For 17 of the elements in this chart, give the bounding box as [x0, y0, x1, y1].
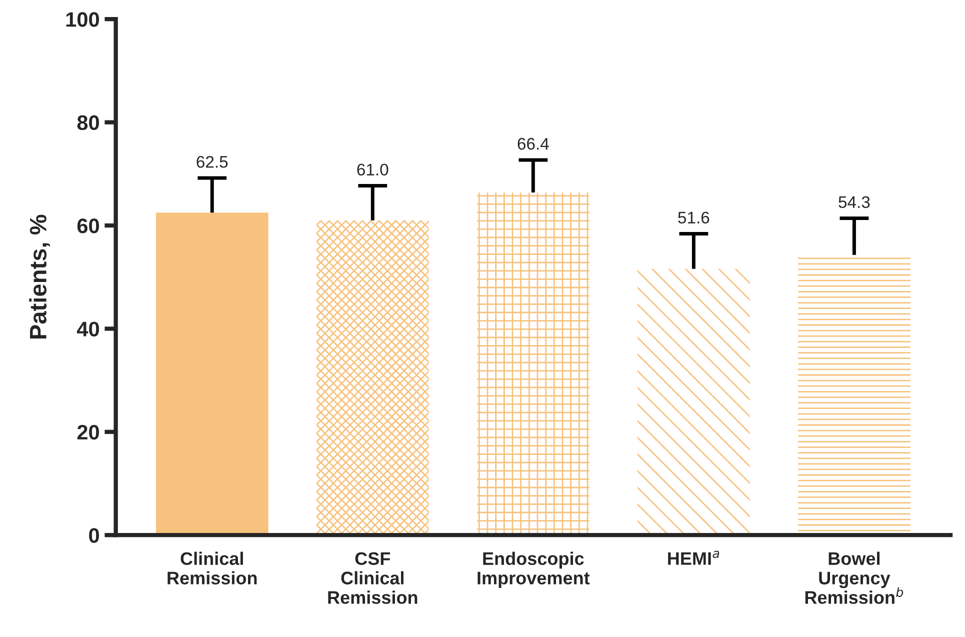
y-axis-title: Patients, % — [29, 214, 50, 338]
y-tick-label: 20 — [77, 424, 99, 440]
y-tick-label: 100 — [66, 12, 99, 27]
x-tick-label: Endoscopic Improvement — [478, 552, 590, 588]
x-tick-label: CSF Clinical Remission — [328, 552, 418, 604]
data-label: 54.3 — [838, 196, 870, 208]
data-label: 66.4 — [518, 138, 549, 150]
data-label: 51.6 — [678, 212, 710, 224]
x-tick-label: Clinical Remission — [168, 552, 257, 584]
data-label: 62.5 — [196, 156, 228, 168]
x-tick-label: HEMI$^{a}$ — [668, 550, 720, 565]
y-tick-label: 40 — [76, 322, 99, 336]
y-tick-label: 80 — [77, 115, 99, 130]
y-tick-label: 0 — [89, 528, 99, 543]
x-tick-label: Bowel Urgency Remission$^{b}$ — [805, 552, 904, 604]
y-tick-label: 60 — [77, 218, 99, 234]
data-label: 61.0 — [357, 164, 388, 176]
